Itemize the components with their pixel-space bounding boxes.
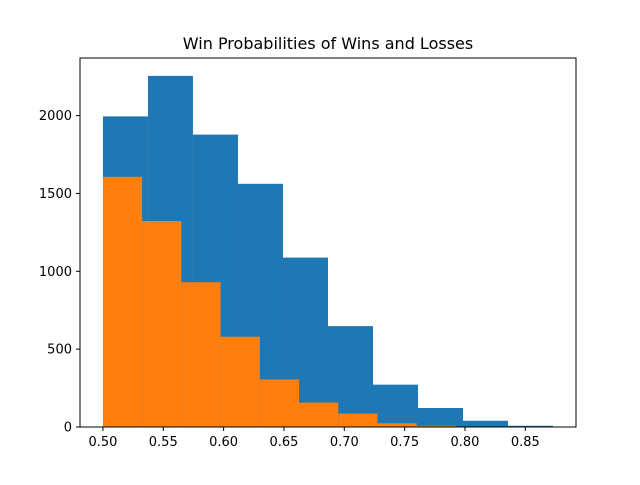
y-tick-label: 1500 — [39, 187, 72, 202]
chart-title: Win Probabilities of Wins and Losses — [183, 34, 473, 53]
x-tick-label: 0.80 — [450, 435, 479, 450]
histogram-bar-s1-b4 — [260, 380, 299, 427]
histogram-bar-s1-b3 — [221, 337, 260, 427]
histogram-bar-s1-b5 — [299, 403, 338, 427]
histogram-bar-s0-b8 — [463, 421, 508, 427]
x-tick-label: 0.65 — [269, 435, 298, 450]
y-tick-label: 2000 — [39, 109, 72, 124]
histogram-bar-s1-b2 — [181, 282, 220, 427]
y-tick-label: 0 — [64, 421, 72, 436]
histogram-bar-s1-b1 — [142, 221, 181, 427]
histogram-bar-s1-b7 — [377, 423, 416, 427]
x-tick-label: 0.60 — [209, 435, 238, 450]
histogram-bar-s0-b6 — [373, 385, 418, 427]
x-tick-label: 0.50 — [88, 435, 117, 450]
x-tick-label: 0.70 — [330, 435, 359, 450]
histogram-bar-s1-b6 — [338, 414, 377, 427]
bars-layer — [103, 76, 553, 427]
x-tick-label: 0.75 — [390, 435, 419, 450]
x-tick-label: 0.85 — [511, 435, 540, 450]
y-tick-label: 500 — [47, 343, 72, 358]
histogram-bar-s1-b0 — [103, 177, 142, 427]
y-tick-label: 1000 — [39, 265, 72, 280]
x-tick-label: 0.55 — [149, 435, 178, 450]
histogram-bar-s0-b7 — [418, 408, 463, 427]
